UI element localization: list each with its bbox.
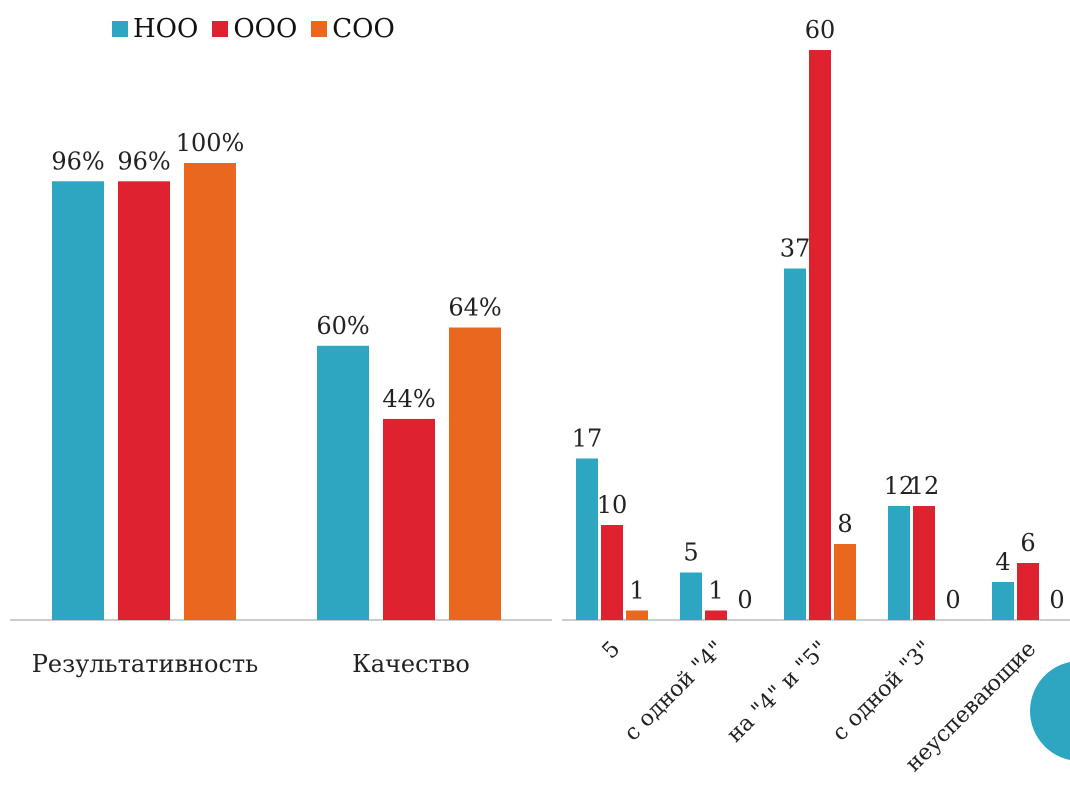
data-label-ооо-cat-3: 12 [909, 472, 940, 500]
data-label-ооо-качество: 44% [382, 385, 435, 413]
category-label-2: на "4" и "5" [722, 637, 833, 748]
decorative-circle [1030, 662, 1070, 760]
data-label-соо-cat-0: 1 [629, 577, 644, 605]
legend-swatch-soo [311, 21, 328, 37]
data-label-соо-cat-3: 0 [945, 586, 960, 614]
data-label-ноо-cat-3: 12 [884, 472, 915, 500]
legend: НОО ООО СОО [112, 14, 409, 44]
data-label-соо-cat-2: 8 [837, 510, 852, 538]
data-label-соо-cat-1: 0 [737, 586, 752, 614]
bar-ноо-cat-0 [576, 458, 598, 620]
data-label-соо-качество: 64% [448, 294, 501, 322]
bar-соо-качество [449, 327, 501, 620]
legend-item-soo: СОО [311, 14, 395, 44]
data-label-ноо-cat-4: 4 [995, 548, 1010, 576]
bar-ооо-cat-4 [1017, 563, 1039, 620]
data-label-ноо-качество: 60% [316, 312, 369, 340]
bar-ноо-cat-2 [784, 268, 806, 620]
data-label-ноо-cat-0: 17 [572, 425, 603, 453]
data-label-ооо-cat-1: 1 [708, 577, 723, 605]
data-label-ооо-cat-2: 60 [805, 16, 836, 44]
legend-swatch-noo [112, 21, 128, 37]
bar-ооо-cat-2 [809, 50, 831, 620]
data-label-ооо-cat-4: 6 [1020, 529, 1035, 557]
legend-label-noo: НОО [133, 14, 199, 44]
data-label-ноо-результативность: 96% [51, 147, 104, 175]
bar-ооо-cat-0 [601, 525, 623, 620]
bar-ноо-cat-3 [888, 506, 910, 620]
legend-swatch-ooo [212, 21, 229, 37]
bar-ноо-результативность [52, 181, 104, 620]
bar-ноо-cat-4 [992, 582, 1014, 620]
data-label-соо-cat-4: 0 [1049, 586, 1064, 614]
left-bar-chart: 96% 96%100%Результативность60%44%64%Качес… [10, 129, 552, 678]
data-label-ноо-cat-1: 5 [683, 539, 698, 567]
legend-item-ooo: ООО [212, 14, 297, 44]
category-label-качество: Качество [352, 650, 470, 678]
data-label-соо-результативность: 100% [176, 129, 245, 157]
category-label-3: с одной "3" [828, 637, 938, 747]
legend-label-soo: СОО [332, 14, 395, 44]
bar-ноо-cat-1 [680, 572, 702, 620]
bar-соо-cat-2 [834, 544, 856, 620]
bar-соо-cat-0 [626, 610, 648, 620]
category-label-0: 5 [598, 637, 626, 665]
bar-ооо-результативность [118, 181, 170, 620]
bar-соо-результативность [184, 163, 236, 620]
legend-item-noo: НОО [112, 14, 198, 44]
category-label-результативность: Результативность [32, 650, 258, 678]
legend-label-ooo: ООО [233, 14, 298, 44]
bar-ооо-cat-3 [913, 506, 935, 620]
bar-ооо-cat-1 [705, 610, 727, 620]
data-label-ноо-cat-2: 37 [780, 235, 811, 263]
category-label-1: с одной "4" [620, 637, 730, 747]
bar-ноо-качество [317, 345, 369, 620]
data-label-ооо-результативность: 96% [117, 147, 170, 175]
bar-ооо-качество [383, 418, 435, 620]
data-label-ооо-cat-0: 10 [597, 491, 628, 519]
